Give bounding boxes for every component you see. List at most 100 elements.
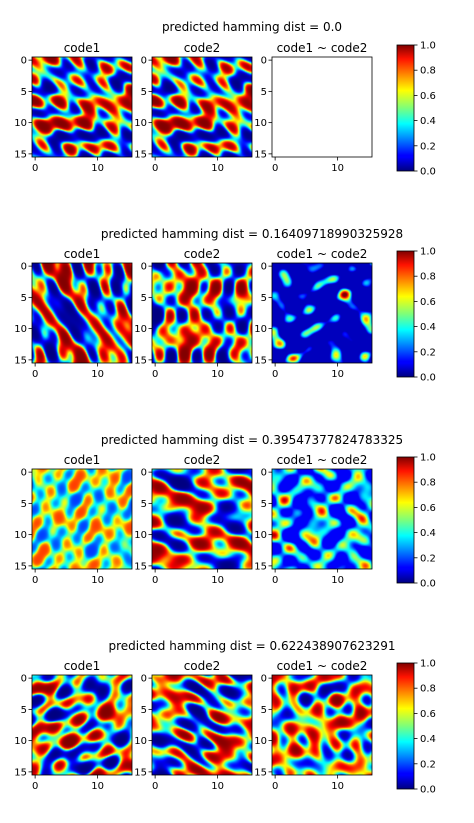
- colorbar-tick-label: 0.4: [420, 116, 436, 127]
- y-tick-label: 0: [261, 468, 267, 479]
- colorbar-tick-label: 0.6: [420, 709, 436, 720]
- heatmap-panel: code1 0 10 0 5 10 15: [14, 247, 133, 380]
- panel-title: code2: [184, 453, 221, 467]
- heatmap-image: [32, 675, 132, 775]
- y-tick-label: 5: [21, 293, 27, 304]
- y-tick-label: 5: [21, 499, 27, 510]
- heatmap-image: [152, 675, 252, 775]
- y-tick-label: 0: [21, 674, 27, 685]
- x-tick-label: 0: [152, 369, 158, 380]
- colorbar-tick-label: 0.0: [420, 579, 436, 590]
- axes-frame: [271, 468, 373, 570]
- heatmap-image: [272, 469, 372, 569]
- colorbar-tick-label: 1.0: [420, 247, 436, 258]
- x-tick-label: 10: [211, 575, 224, 586]
- y-tick-label: 15: [14, 355, 27, 366]
- heatmap-panel: code2 0 10 0 5 10 15: [134, 659, 253, 792]
- heatmap-image: [152, 469, 252, 569]
- panel-title: code1: [64, 659, 101, 673]
- x-tick-label: 0: [152, 575, 158, 586]
- y-tick-label: 10: [134, 324, 147, 335]
- heatmap-image: [32, 263, 132, 363]
- colorbar-tick-label: 0.2: [420, 553, 436, 564]
- row-title: predicted hamming dist = 0.0: [162, 20, 342, 34]
- colorbar-tick-label: 0.0: [420, 785, 436, 796]
- colorbar-tick-label: 0.2: [420, 347, 436, 358]
- colorbar-tick-label: 0.2: [420, 759, 436, 770]
- panel-title: code1: [64, 247, 101, 261]
- y-tick-label: 0: [21, 262, 27, 273]
- y-tick-label: 15: [254, 561, 267, 572]
- heatmap-panel: code2 0 10 0 5 10 15: [134, 247, 253, 380]
- heatmap-panel: code1 0 10 0 5 10 15: [14, 41, 133, 174]
- x-tick-label: 10: [91, 781, 104, 792]
- x-tick-label: 0: [32, 163, 38, 174]
- y-tick-label: 0: [141, 56, 147, 67]
- y-tick-label: 5: [141, 705, 147, 716]
- figure-row-2: predicted hamming dist = 0.3954737782478…: [14, 433, 436, 590]
- colorbar-tick-label: 0.6: [420, 503, 436, 514]
- colorbar-tick-label: 0.0: [420, 373, 436, 384]
- colorbar-gradient: [396, 456, 415, 584]
- heatmap-panel: code1 ~ code2 0 10 0 5 10 15: [254, 247, 373, 380]
- y-tick-label: 5: [261, 293, 267, 304]
- x-tick-label: 10: [331, 575, 344, 586]
- x-tick-label: 10: [331, 781, 344, 792]
- panel-title: code1: [64, 453, 101, 467]
- panel-title: code2: [184, 659, 221, 673]
- y-tick-label: 5: [141, 293, 147, 304]
- y-tick-label: 15: [134, 355, 147, 366]
- y-tick-label: 10: [134, 736, 147, 747]
- panel-title: code2: [184, 41, 221, 55]
- x-tick-label: 0: [272, 163, 278, 174]
- row-title: predicted hamming dist = 0.6224389076232…: [108, 639, 395, 653]
- x-tick-label: 0: [32, 575, 38, 586]
- y-tick-label: 10: [254, 118, 267, 129]
- panel-title: code1 ~ code2: [277, 659, 368, 673]
- heatmap-panel: code1 0 10 0 5 10 15: [14, 659, 133, 792]
- y-tick-label: 5: [261, 705, 267, 716]
- y-tick-label: 15: [254, 149, 267, 160]
- y-tick-label: 15: [254, 355, 267, 366]
- panel-title: code1 ~ code2: [277, 41, 368, 55]
- colorbar: 0.0 0.2 0.4 0.6 0.8 1.0: [396, 41, 436, 178]
- axes-frame: [151, 468, 253, 570]
- y-tick-label: 5: [141, 87, 147, 98]
- row-title: predicted hamming dist = 0.3954737782478…: [101, 433, 403, 447]
- y-tick-label: 15: [254, 767, 267, 778]
- heatmap-image: [32, 469, 132, 569]
- y-tick-label: 0: [21, 468, 27, 479]
- y-tick-label: 0: [141, 674, 147, 685]
- heatmap-image: [272, 263, 372, 363]
- figure-row-3: predicted hamming dist = 0.6224389076232…: [14, 639, 436, 796]
- colorbar-tick-label: 1.0: [420, 41, 436, 52]
- colorbar-tick-label: 0.8: [420, 272, 436, 283]
- y-tick-label: 15: [14, 149, 27, 160]
- colorbar-tick-label: 1.0: [420, 453, 436, 464]
- colorbar-tick-label: 0.6: [420, 91, 436, 102]
- axes-frame: [31, 674, 133, 776]
- y-tick-label: 15: [134, 149, 147, 160]
- heatmap-panel: code1 ~ code2 0 10 0 5 10 15: [254, 659, 373, 792]
- heatmap-panel: code2 0 10 0 5 10 15: [134, 41, 253, 174]
- y-tick-label: 0: [261, 262, 267, 273]
- x-tick-label: 0: [152, 781, 158, 792]
- colorbar-tick-label: 0.2: [420, 141, 436, 152]
- y-tick-label: 10: [254, 736, 267, 747]
- axes-frame: [271, 262, 373, 364]
- x-tick-label: 0: [272, 575, 278, 586]
- colorbar-tick-label: 0.0: [420, 167, 436, 178]
- y-tick-label: 15: [134, 561, 147, 572]
- axes-frame: [271, 674, 373, 776]
- axes-frame: [151, 262, 253, 364]
- x-tick-label: 10: [211, 781, 224, 792]
- colorbar-gradient: [396, 662, 415, 790]
- figure-row-0: predicted hamming dist = 0.0 code1 0 10 0 5 10…: [14, 20, 436, 178]
- heatmap-image: [32, 57, 132, 157]
- x-tick-label: 0: [152, 163, 158, 174]
- axes-frame: [151, 56, 253, 158]
- y-tick-label: 5: [141, 499, 147, 510]
- y-tick-label: 5: [261, 87, 267, 98]
- x-tick-label: 10: [331, 369, 344, 380]
- colorbar-tick-label: 0.6: [420, 297, 436, 308]
